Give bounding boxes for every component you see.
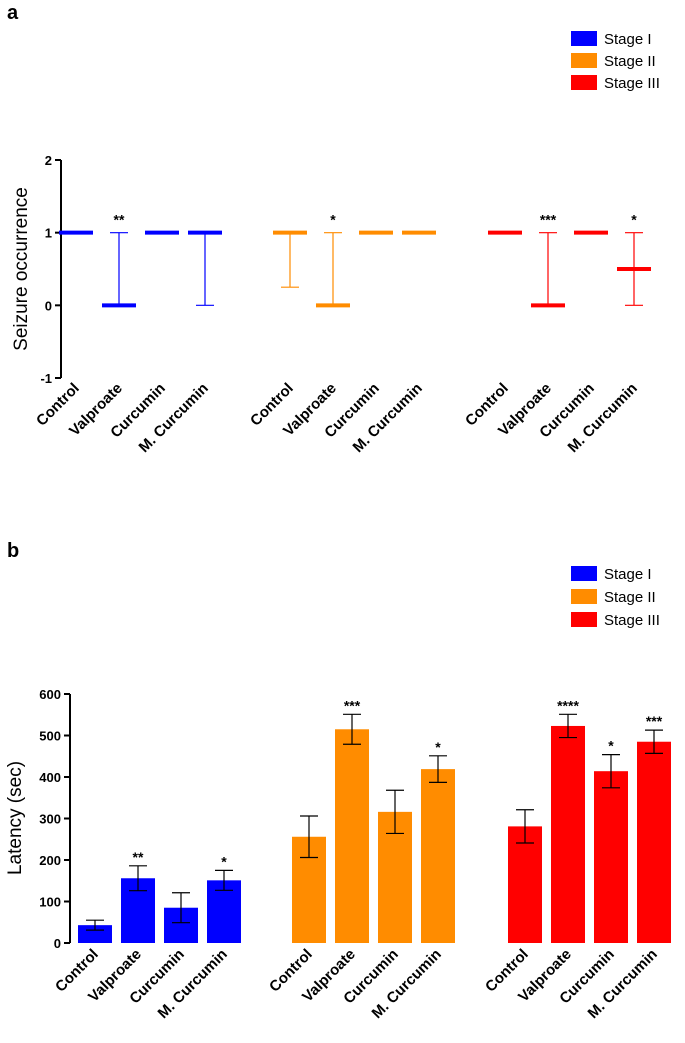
legend-label-stage-ii: Stage II <box>604 53 656 70</box>
significance-stage-iii-curcumin: * <box>608 738 614 754</box>
panel-a-y-axis-title: Seizure occurrence <box>11 187 32 351</box>
significance-stage-iii-m-curcumin: * <box>631 212 637 228</box>
significance-stage-ii-valproate: * <box>330 212 336 228</box>
y-tick-label-0: 0 <box>54 936 61 951</box>
y-tick-label-200: 200 <box>39 853 61 868</box>
bar-stage-ii-valproate <box>335 729 369 943</box>
panel-b-legend: Stage I Stage II Stage III <box>571 566 660 629</box>
legend-swatch-stage-ii <box>571 53 597 68</box>
significance-stage-iii-m-curcumin: *** <box>646 713 663 729</box>
significance-stage-ii-valproate: *** <box>344 697 361 713</box>
legend-swatch-stage-ii <box>571 589 597 604</box>
significance-stage-iii-valproate: **** <box>557 697 579 713</box>
significance-stage-iii-valproate: *** <box>540 212 557 228</box>
legend-swatch-stage-iii <box>571 612 597 627</box>
panel-b-label: b <box>7 540 19 562</box>
panel-b-latency-chart: b Stage I Stage II Stage III Latency (sec)… <box>5 540 671 1022</box>
legend-swatch-stage-iii <box>571 75 597 90</box>
bar-stage-iii-valproate <box>551 725 585 943</box>
y-tick-label-600: 600 <box>39 687 61 702</box>
panel-a-data-marks: ** * *** * <box>59 212 651 308</box>
y-tick-label-1: -1 <box>40 371 52 386</box>
panel-a-legend: Stage I Stage II Stage III <box>571 31 660 92</box>
y-tick-label-0: 0 <box>45 298 52 313</box>
bar-stage-iii-m-curcumin <box>637 741 671 943</box>
significance-stage-i-valproate: ** <box>133 849 144 865</box>
legend-swatch-stage-i <box>571 566 597 581</box>
legend-label-stage-ii: Stage II <box>604 589 656 606</box>
bar-stage-iii-control <box>508 826 542 943</box>
bar-stage-ii-m-curcumin <box>421 769 455 943</box>
y-tick-label-500: 500 <box>39 729 61 744</box>
panel-b-data-marks: ** ************* <box>78 697 671 943</box>
panel-a-y-ticks: -1 0 1 2 <box>40 153 61 386</box>
legend-swatch-stage-i <box>571 31 597 46</box>
legend-label-stage-iii: Stage III <box>604 612 660 629</box>
y-tick-label-300: 300 <box>39 812 61 827</box>
panel-a-seizure-occurrence-chart: a Stage I Stage II Stage III Seizure occur… <box>7 2 660 456</box>
y-tick-label-100: 100 <box>39 895 61 910</box>
panel-a-label: a <box>7 2 19 24</box>
significance-stage-i-m-curcumin: * <box>221 853 227 869</box>
y-tick-label-1: 1 <box>45 226 52 241</box>
y-tick-label-400: 400 <box>39 770 61 785</box>
legend-label-stage-i: Stage I <box>604 566 652 583</box>
significance-stage-ii-m-curcumin: * <box>435 739 441 755</box>
significance-stage-i-valproate: ** <box>114 212 125 228</box>
bar-stage-iii-curcumin <box>594 771 628 943</box>
legend-label-stage-iii: Stage III <box>604 75 660 92</box>
y-tick-label-2: 2 <box>45 153 52 168</box>
panel-b-y-axis-title: Latency (sec) <box>5 761 26 875</box>
panel-b-y-ticks: 0 100 200 300 400 500 600 <box>39 687 70 951</box>
legend-label-stage-i: Stage I <box>604 31 652 48</box>
